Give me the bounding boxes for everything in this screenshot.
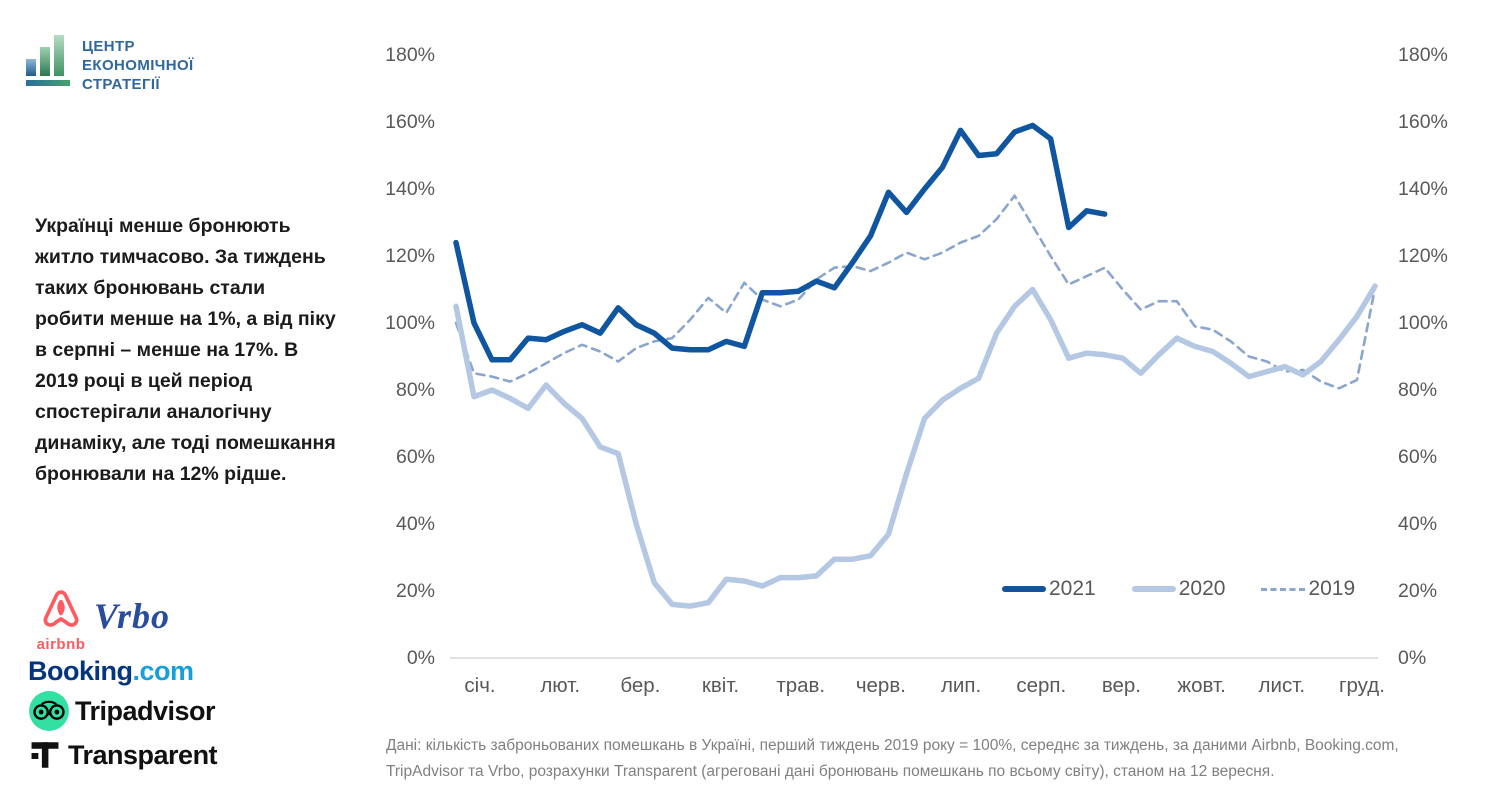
month-label: лют. [540, 674, 581, 697]
logo-bar-2 [40, 47, 50, 76]
booking-index-line-chart [450, 122, 1378, 659]
legend-swatch-2019 [1261, 587, 1306, 591]
tripadvisor-wordmark: Tripadvisor [75, 695, 216, 726]
transparent-t-icon [31, 742, 59, 768]
legend-label-2021: 2021 [1049, 577, 1096, 600]
y-tick-label: 0% [406, 647, 435, 669]
y-tick-label: 20% [395, 580, 435, 602]
tripadvisor-logo: Tripadvisor [28, 690, 216, 732]
ces-logo-text: ЦЕНТР ЕКОНОМІЧНОЇ СТРАТЕГІЇ [82, 28, 194, 94]
y-tick-label: 100% [1398, 312, 1448, 334]
ces-logo-line-1: ЦЕНТР [82, 38, 135, 55]
y-tick-label: 160% [385, 111, 435, 133]
booking-tld: .com [132, 656, 195, 686]
airbnb-wordmark: airbnb [36, 636, 86, 653]
month-label: лист. [1258, 674, 1306, 697]
airbnb-belo-icon [43, 590, 79, 627]
y-tick-label: 80% [1398, 379, 1438, 401]
y-tick-label: 140% [385, 178, 435, 200]
y-tick-label: 120% [1398, 245, 1448, 267]
logo-base-bar [26, 80, 70, 86]
month-label: трав. [776, 674, 826, 697]
y-tick-label: 100% [385, 312, 435, 334]
y-tick-label: 80% [395, 379, 435, 401]
annotation-text: Українці менше бронюють житло тимчасово.… [35, 215, 336, 485]
legend-item-2021: 2021 [1002, 577, 1096, 601]
y-tick-label: 120% [385, 245, 435, 267]
series-line-2019 [454, 194, 1377, 390]
legend-label-2020: 2020 [1178, 577, 1226, 600]
month-label: бер. [620, 674, 661, 697]
legend-label-2019: 2019 [1308, 577, 1356, 600]
legend-item-2020: 2020 [1131, 577, 1226, 601]
y-tick-label: 40% [395, 513, 435, 535]
month-label: вер. [1101, 674, 1142, 697]
y-tick-label: 180% [385, 44, 435, 66]
ces-logo: ЦЕНТР ЕКОНОМІЧНОЇ СТРАТЕГІЇ [25, 28, 194, 94]
legend-swatch-2021 [1002, 586, 1046, 592]
transparent-wordmark: Transparent [68, 739, 218, 770]
legend-swatch-2020 [1131, 586, 1176, 592]
y-tick-label: 60% [395, 446, 435, 468]
y-tick-label: 40% [1398, 513, 1438, 535]
month-label: жовт. [1177, 674, 1226, 697]
legend-item-2019: 2019 [1261, 577, 1355, 601]
logo-bar-3 [54, 35, 64, 76]
ces-logo-line-2: ЕКОНОМІЧНОЇ [82, 57, 194, 74]
chart-legend: 2021 2020 2019 [1002, 577, 1355, 601]
month-label: серп. [1016, 674, 1067, 697]
month-label: груд. [1339, 674, 1385, 697]
series-line-2020 [453, 283, 1378, 609]
booking-logo: Booking.com [28, 656, 194, 687]
month-label: черв. [855, 674, 906, 697]
y-tick-label: 20% [1398, 580, 1438, 602]
ces-logo-line-3: СТРАТЕГІЇ [82, 76, 160, 93]
booking-wordmark: Booking [28, 656, 133, 686]
y-tick-label: 0% [1398, 647, 1427, 669]
vrbo-logo: Vrbo [94, 596, 171, 636]
series-line-2021 [453, 122, 1108, 363]
logo-bar-1 [26, 59, 36, 76]
month-label: січ. [464, 674, 496, 697]
month-label: квіт. [701, 674, 740, 697]
airbnb-logo: airbnb [30, 583, 92, 653]
y-tick-label: 180% [1398, 44, 1448, 66]
y-tick-label: 160% [1398, 111, 1448, 133]
month-label: лип. [940, 674, 982, 697]
y-tick-label: 60% [1398, 446, 1438, 468]
data-partner-logos: airbnb Vrbo Booking.com Tripadvisor Tran… [28, 583, 258, 793]
bar-chart-logo-icon [25, 28, 71, 86]
source-note: Дані: кількість заброньованих помешкань … [386, 737, 1399, 780]
y-tick-label: 140% [1398, 178, 1448, 200]
tripadvisor-owl-icon [29, 691, 69, 731]
transparent-logo: Transparent [28, 738, 218, 772]
x-axis-months: січ. лют. бер. квіт. трав. черв. лип. серп. вер.… [430, 674, 1385, 700]
